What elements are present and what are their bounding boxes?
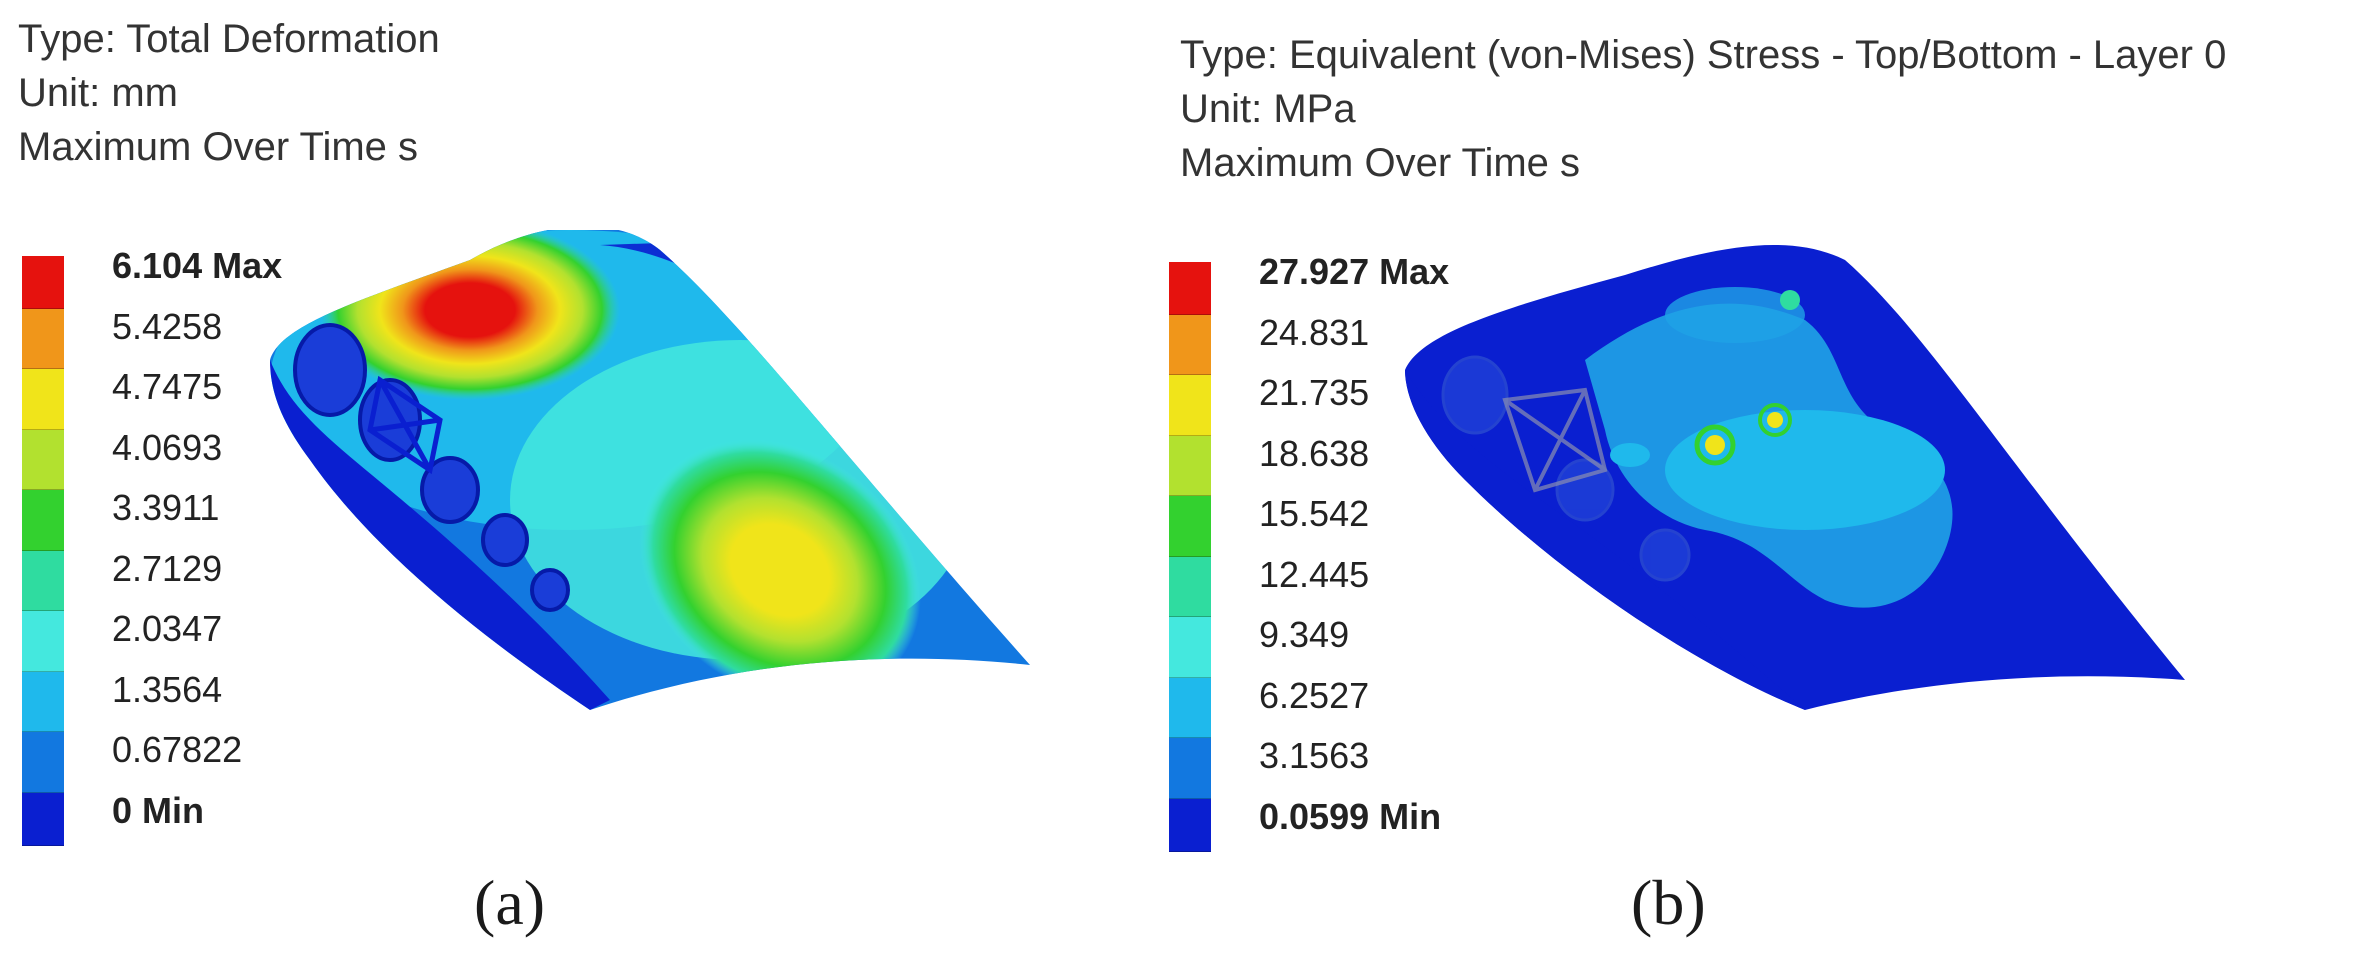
legend-min-label: 0 Min xyxy=(112,789,205,831)
legend-label: 5.4258 xyxy=(112,305,223,347)
legend-label: 24.831 xyxy=(1259,311,1370,353)
legend-swatch xyxy=(22,308,64,370)
legend-swatch xyxy=(22,256,64,309)
result-header-b: Type: Equivalent (von-Mises) Stress - To… xyxy=(1180,28,2226,190)
legend-swatch xyxy=(22,732,64,793)
result-header-a: Type: Total Deformation Unit: mm Maximum… xyxy=(18,12,440,174)
legend-swatch xyxy=(1169,798,1211,852)
result-type-label: Type: Equivalent (von-Mises) Stress - To… xyxy=(1180,33,2227,77)
legend-max-label: 6.104 Max xyxy=(112,245,283,286)
legend-labels: 6.104 Max 5.4258 4.7475 4.0693 3.3911 2.… xyxy=(112,236,282,841)
legend-label: 3.3911 xyxy=(112,487,220,528)
legend-label: 18.638 xyxy=(1259,432,1370,474)
legend-label: 3.1563 xyxy=(1259,735,1370,776)
legend-swatch xyxy=(22,611,64,672)
panel-caption: (a) xyxy=(474,867,546,938)
legend-label: 4.7475 xyxy=(112,366,223,407)
legend-label: 0.67822 xyxy=(112,729,243,770)
result-time-label: Maximum Over Time s xyxy=(1180,141,1581,185)
panel-caption: (b) xyxy=(1631,867,1706,938)
wing-deformation-model xyxy=(270,230,1030,710)
legend-swatch xyxy=(1169,375,1211,436)
legend-label: 1.3564 xyxy=(112,668,223,710)
legend-swatch xyxy=(22,792,64,846)
legend-swatch xyxy=(1169,435,1211,497)
legend-swatch xyxy=(22,490,64,551)
legend-swatch xyxy=(1169,556,1211,618)
legend-labels: 27.927 Max 24.831 21.735 18.638 15.542 1… xyxy=(1259,242,1449,847)
legend-min-label: 0.0599 Min xyxy=(1259,795,1442,837)
wing-stress-model xyxy=(1405,244,2185,711)
legend-label: 4.0693 xyxy=(112,426,223,468)
legend-swatch xyxy=(1169,314,1211,376)
legend-label: 15.542 xyxy=(1259,493,1370,534)
legend-label: 6.2527 xyxy=(1259,674,1370,716)
legend-label: 12.445 xyxy=(1259,553,1370,595)
legend-swatch xyxy=(1169,677,1211,739)
result-type-label: Type: Total Deformation xyxy=(18,17,440,61)
panel-b: Type: Equivalent (von-Mises) Stress - To… xyxy=(1169,0,2365,971)
legend-swatch xyxy=(1169,496,1211,557)
legend-color-bar xyxy=(22,256,64,846)
legend-swatch xyxy=(22,550,64,612)
legend-swatch xyxy=(22,369,64,430)
legend-max-label: 27.927 Max xyxy=(1259,251,1450,292)
legend-swatch xyxy=(1169,262,1211,315)
legend-color-bar xyxy=(1169,262,1211,852)
result-unit-label: Unit: mm xyxy=(18,71,178,115)
legend-label: 2.7129 xyxy=(112,547,223,589)
legend-label: 9.349 xyxy=(1259,614,1350,655)
result-unit-label: Unit: MPa xyxy=(1180,87,1356,131)
panel-a: Type: Total Deformation Unit: mm Maximum… xyxy=(0,0,1180,971)
legend-swatch xyxy=(22,429,64,491)
legend-label: 2.0347 xyxy=(112,608,223,649)
legend-swatch xyxy=(22,671,64,733)
legend-swatch xyxy=(1169,617,1211,678)
legend-swatch xyxy=(1169,738,1211,799)
legend-label: 21.735 xyxy=(1259,372,1370,413)
result-time-label: Maximum Over Time s xyxy=(18,125,419,169)
